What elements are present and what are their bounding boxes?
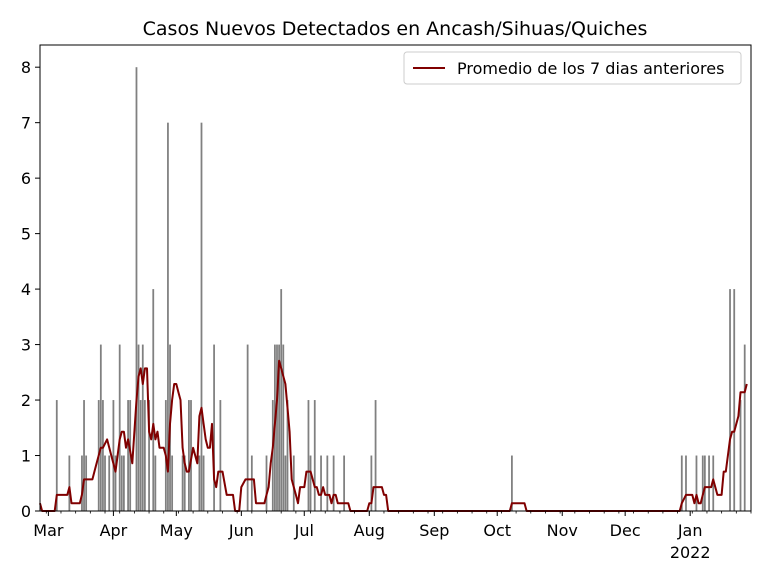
legend-box [403, 51, 742, 85]
x-tick-label: Aug [354, 521, 385, 540]
y-tick-label: 0 [21, 502, 31, 521]
bar [695, 455, 698, 511]
bar [213, 344, 215, 511]
y-tick-label: 6 [21, 169, 31, 188]
bar [143, 400, 146, 511]
bar [154, 455, 157, 511]
bar [99, 344, 102, 511]
bar [202, 455, 205, 511]
bar [265, 455, 268, 511]
bar [511, 455, 513, 511]
bar [278, 344, 280, 511]
bar [183, 455, 186, 511]
bar [167, 122, 169, 512]
bar [320, 455, 322, 511]
bar [123, 455, 125, 511]
x-tick-label: Apr [100, 521, 128, 540]
bar [250, 455, 253, 511]
bar [343, 455, 346, 511]
bar [680, 455, 683, 511]
bar [374, 400, 377, 511]
bar [85, 455, 88, 511]
y-tick-label: 2 [21, 391, 31, 410]
x-tick-label: Dec [610, 521, 641, 540]
bar [200, 122, 203, 512]
bar [332, 455, 335, 511]
bar [703, 455, 706, 511]
y-tick-label: 8 [21, 58, 31, 77]
bar [733, 289, 736, 511]
bar [743, 344, 746, 511]
x-tick-label: Oct [483, 521, 511, 540]
bar [127, 400, 129, 511]
bar [729, 289, 731, 511]
bar [181, 455, 184, 511]
bar [701, 455, 704, 511]
y-tick-label: 1 [21, 447, 31, 466]
series-line [39, 359, 748, 512]
bar [708, 455, 710, 511]
bar [135, 67, 138, 511]
bar [83, 400, 85, 511]
bar [284, 455, 287, 511]
x-tick-label: Jan [677, 521, 703, 540]
bar [271, 400, 274, 511]
y-tick-label: 5 [21, 225, 31, 244]
bar [326, 455, 329, 511]
bar [188, 400, 190, 511]
bar [171, 455, 174, 511]
x-tick-label: Nov [547, 521, 578, 540]
legend: Promedio de los 7 dias anteriores [403, 51, 742, 85]
x-tick-label: Jul [294, 521, 314, 540]
bar [137, 344, 140, 511]
bar [282, 344, 285, 511]
bars-layer [55, 67, 746, 512]
bar [148, 400, 150, 511]
x-tick-label: Jun [228, 521, 254, 540]
y-tick-label: 7 [21, 114, 31, 133]
bar [81, 455, 83, 511]
bar [198, 455, 201, 511]
bar [118, 344, 121, 511]
chart-title: Casos Nuevos Detectados en Ancash/Sihuas… [143, 18, 648, 40]
bar [152, 289, 155, 511]
legend-label: Promedio de los 7 dias anteriores [457, 59, 724, 78]
bar [307, 400, 310, 511]
bar [141, 344, 144, 511]
plot-frame [39, 44, 752, 512]
bar [112, 400, 115, 511]
bar [280, 289, 283, 511]
x-tick-label: May [160, 521, 193, 540]
bar [370, 455, 373, 511]
bar [120, 455, 123, 511]
line-layer [39, 359, 748, 512]
bar [102, 400, 104, 511]
bar [309, 455, 312, 511]
bar [55, 400, 58, 511]
bar [739, 400, 742, 511]
bar [114, 455, 117, 511]
bar [219, 400, 222, 511]
bar [313, 400, 316, 511]
bar [685, 455, 687, 511]
x-tick-label: Sep [419, 521, 449, 540]
axes-layer: 0 1 2 3 4 5 6 7 8 Mar Apr May Jun Jul Aug Sep Oct Nov Dec J… [21, 44, 752, 562]
bar [276, 344, 278, 511]
bar [104, 455, 106, 511]
y-tick-label: 4 [21, 280, 31, 299]
bar [108, 455, 111, 511]
bar [286, 400, 289, 511]
bar [68, 455, 71, 511]
bar [246, 344, 249, 511]
y-tick-label: 3 [21, 336, 31, 355]
x-tick-label: Mar [33, 521, 64, 540]
x-tick-sublabel: 2022 [670, 543, 711, 562]
bar [139, 400, 142, 511]
